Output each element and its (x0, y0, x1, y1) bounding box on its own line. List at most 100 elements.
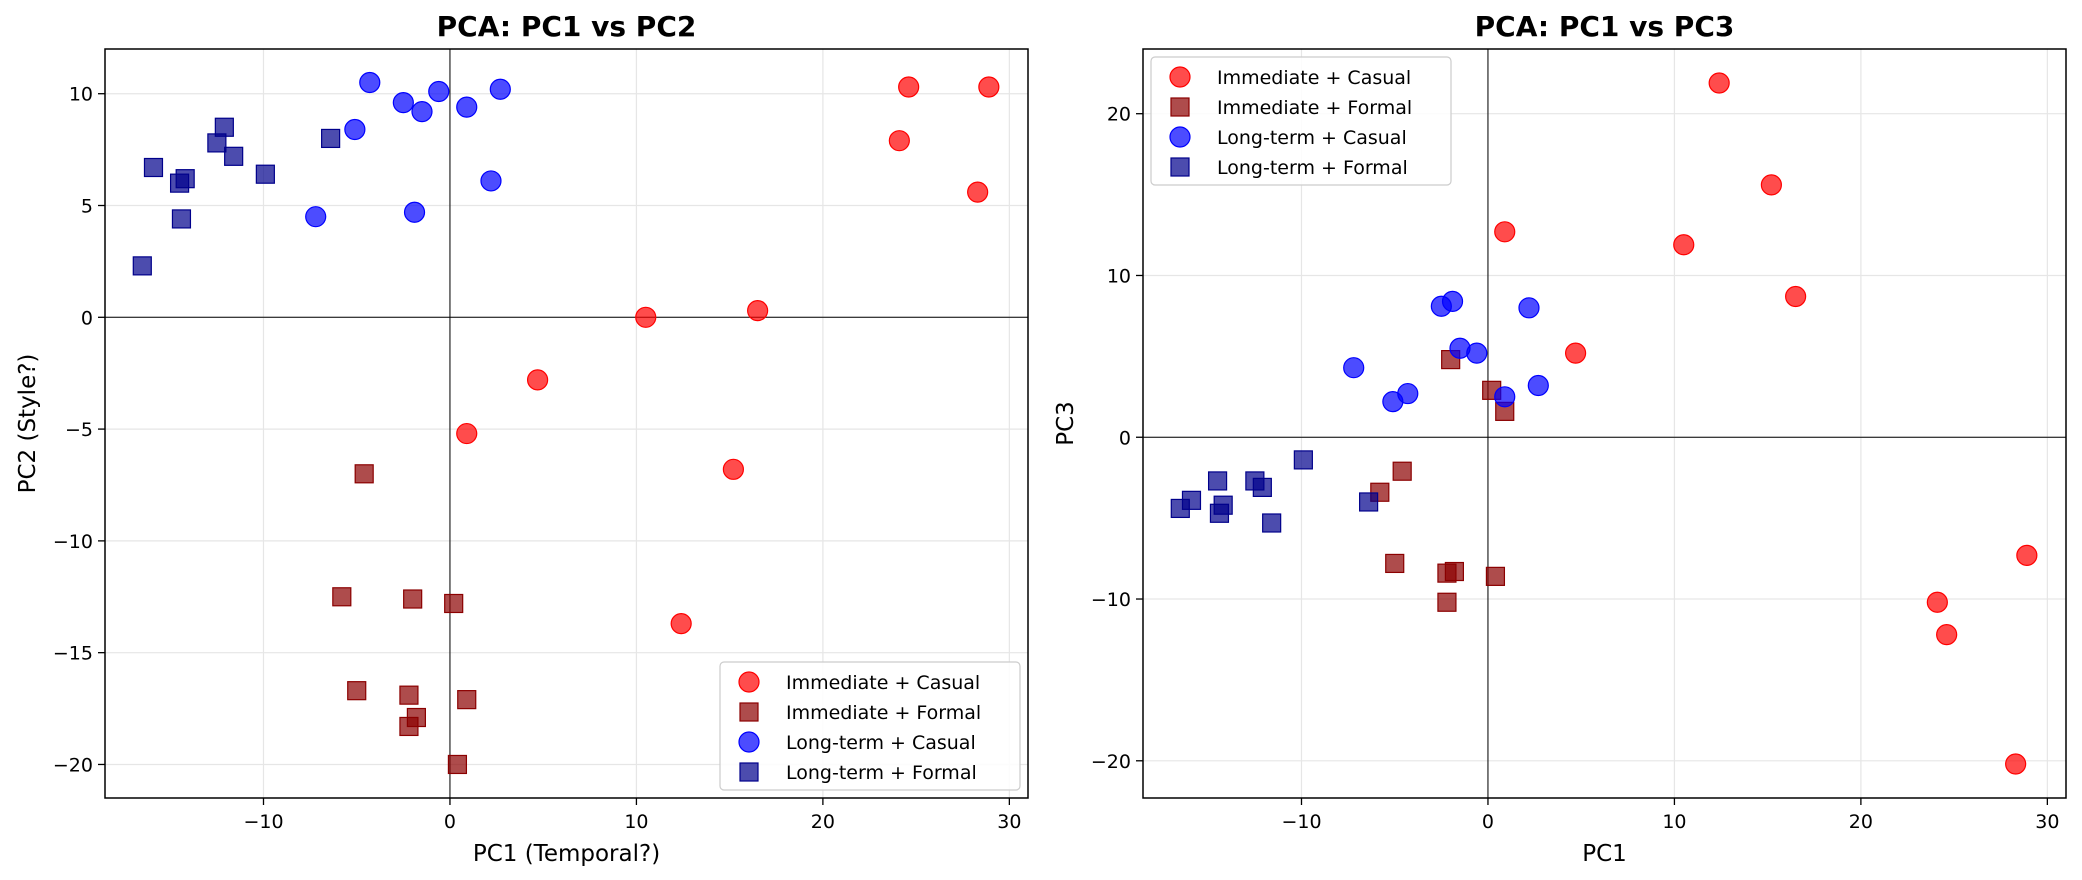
y-tick-label: 10 (1107, 265, 1131, 287)
data-point (332, 587, 352, 607)
data-point (456, 422, 478, 445)
data-point (1564, 342, 1587, 364)
data-point (2005, 753, 2027, 775)
legend-marker (738, 671, 760, 693)
data-point (1485, 566, 1506, 586)
data-point (1785, 285, 1807, 308)
x-tick-label: 30 (2035, 811, 2059, 833)
data-point (1926, 591, 1948, 613)
data-point (457, 690, 477, 710)
legend-frame (719, 661, 1021, 791)
data-point (1494, 221, 1516, 243)
data-point (480, 170, 502, 192)
data-point (1437, 592, 1457, 612)
x-axis-label: PC1 (Temporal?) (473, 841, 660, 867)
x-tick-label: 10 (624, 811, 648, 833)
data-point (1494, 386, 1516, 408)
axes-frame (104, 48, 1029, 799)
data-point (722, 458, 744, 480)
legend-label: Long-term + Casual (1217, 127, 1407, 149)
data-point (1936, 624, 1958, 646)
x-tick-label: 10 (1662, 811, 1686, 833)
axes-frame (1142, 48, 2067, 799)
data-point (1170, 498, 1190, 519)
data-point (967, 181, 989, 203)
data-point (1760, 174, 1782, 196)
data-point (305, 206, 327, 228)
series-long-term-casual (1343, 290, 1549, 413)
x-tick-label: 20 (1849, 811, 1873, 833)
y-tick-label: −5 (65, 419, 93, 441)
data-point (403, 589, 423, 609)
data-point (1673, 234, 1695, 256)
data-point (888, 130, 910, 152)
chart-title: PCA: PC1 vs PC3 (1475, 10, 1735, 43)
data-point (392, 92, 414, 114)
data-point (1385, 553, 1405, 574)
data-point (670, 613, 692, 635)
data-point (1441, 290, 1464, 312)
x-tick-label: 30 (997, 811, 1021, 833)
y-axis-label: PC2 (Style?) (15, 354, 41, 494)
x-axis-label: PC1 (1582, 841, 1627, 867)
data-point (978, 76, 1000, 98)
data-point (1207, 471, 1228, 491)
x-tick-label: 0 (1482, 811, 1494, 833)
legend-label: Immediate + Casual (1217, 67, 1411, 89)
legend-label: Immediate + Formal (786, 702, 981, 724)
data-point (132, 256, 152, 276)
data-point (403, 201, 426, 223)
data-point (1262, 513, 1282, 533)
data-point (898, 76, 920, 98)
data-point (1392, 461, 1412, 481)
data-point (747, 299, 769, 322)
data-point (399, 716, 419, 737)
data-point (526, 369, 549, 391)
data-point (321, 128, 341, 149)
y-tick-label: −10 (53, 531, 93, 553)
legend-label: Immediate + Casual (786, 672, 980, 694)
y-tick-label: −10 (1091, 589, 1131, 611)
data-point (1252, 477, 1272, 497)
series-long-term-formal (132, 117, 341, 276)
legend-marker (1169, 66, 1191, 88)
y-tick-label: 0 (81, 307, 93, 329)
y-axis-label: PC3 (1053, 401, 1079, 446)
legend: Immediate + Casual Immediate + Formal Long… (1150, 56, 1452, 186)
data-point (1209, 503, 1230, 523)
data-point (171, 209, 192, 229)
legend-frame (1150, 56, 1452, 186)
data-point (143, 157, 164, 178)
data-point (1293, 450, 1313, 470)
chart-pc1-vs-pc3: −10 0 10 20 30 −20 −10 0 10 20 PCA: PC1 vs PC3 PC1 P… (1053, 10, 2067, 867)
y-tick-label: −20 (1091, 751, 1131, 773)
data-point (447, 754, 468, 775)
data-point (1518, 297, 1540, 319)
data-point (344, 118, 366, 141)
data-point (444, 593, 464, 614)
series-immediate-formal (1370, 350, 1515, 612)
data-point (255, 164, 275, 184)
legend-marker (1169, 126, 1191, 148)
chart-pc1-vs-pc2: −10 0 10 20 30 −20 −15 −10 −5 0 5 10 PCA: PC1 vs PC2… (15, 10, 1029, 867)
data-point (1527, 374, 1549, 397)
data-point (411, 101, 433, 123)
y-tick-label: 20 (1107, 104, 1131, 126)
legend-label: Immediate + Formal (1217, 97, 1412, 119)
data-point (1708, 72, 1730, 94)
legend-marker (739, 702, 759, 722)
legend-label: Long-term + Casual (786, 732, 976, 754)
data-point (1444, 561, 1464, 582)
legend-marker (1170, 157, 1190, 177)
legend-label: Long-term + Formal (1217, 157, 1408, 179)
legend-label: Long-term + Formal (786, 762, 977, 784)
x-tick-label: 0 (444, 811, 456, 833)
data-point (1359, 492, 1379, 512)
legend: Immediate + Casual Immediate + Formal Long… (719, 661, 1021, 791)
data-point (354, 464, 374, 484)
legend-marker (739, 762, 759, 782)
chart-title: PCA: PC1 vs PC2 (437, 10, 697, 43)
data-point (175, 169, 195, 189)
x-tick-label: 20 (811, 811, 835, 833)
